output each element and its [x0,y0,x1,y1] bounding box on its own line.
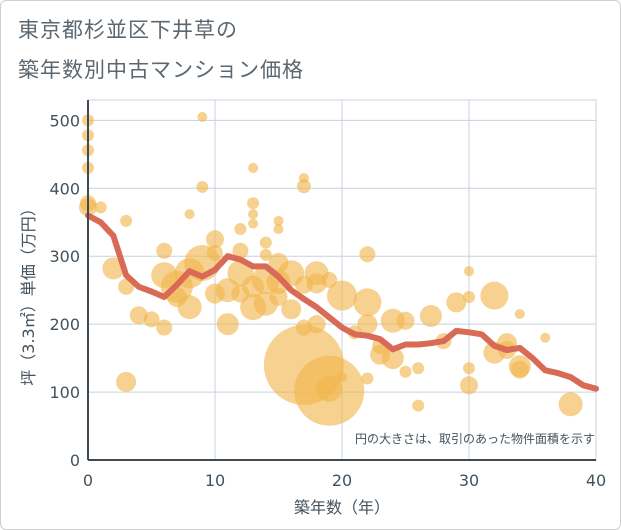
bubble-point [102,257,125,280]
size-annotation: 円の大きさは、取引のあった物件面積を示す [355,431,595,446]
y-tick-label: 100 [49,383,80,402]
y-axis-label: 坪（3.3㎡）単価（万円） [19,200,38,385]
x-tick-label: 0 [83,471,93,490]
bubble-point [206,230,224,249]
bubble-point [129,306,148,325]
bubble-point [357,314,378,335]
bubble-point [510,360,529,379]
bubble-point [94,201,107,214]
bubble-point [143,311,160,328]
bubble-point [248,162,259,173]
bubble-point [359,246,376,263]
bubble-point [460,376,478,395]
bubble-point [337,372,347,383]
bubble-point [259,236,272,249]
bubble-point [353,288,382,317]
bubble-point [196,180,209,193]
x-tick-label: 20 [332,471,352,490]
bubble-point [327,280,357,311]
bubble-point [419,305,442,327]
gridlines [87,99,597,461]
bubble-point [399,365,412,378]
bubble-point [207,244,223,261]
y-tick-label: 200 [49,315,80,334]
chart-title-line-1: 東京都杉並区下井草の [18,18,238,42]
bubble-point [259,248,272,261]
y-tick-label: 300 [49,247,80,266]
bubble-point [396,311,415,330]
bubble-point [480,281,509,310]
x-tick-label: 40 [586,471,606,490]
bubble-point [216,313,239,336]
bubble-layer [79,111,583,426]
bubble-point [184,209,195,220]
bubble-point [307,315,326,334]
bubble-point [446,292,467,313]
bubble-point [412,362,425,375]
bubble-point [412,399,425,412]
bubble-point [177,295,202,320]
bubble-point [273,215,284,226]
bubble-point [156,242,173,259]
bubble-point [247,197,260,210]
x-axis-label: 築年数（年） [294,498,390,517]
bubble-point [381,347,404,370]
bubble-point [234,223,247,236]
bubble-point [540,332,551,343]
bubble-point [273,224,284,235]
bubble-point [294,355,365,426]
bubble-point [248,209,259,220]
bubble-point [232,242,249,259]
bubble-point [514,308,525,319]
bubble-point [361,372,374,385]
bubble-point [116,371,137,392]
bubble-point [463,362,475,375]
y-tick-label: 0 [70,451,80,470]
x-tick-label: 10 [205,471,225,490]
y-tick-label: 400 [49,179,80,198]
bubble-point [463,290,475,303]
bubble-point [558,392,583,417]
bubble-point [281,299,302,320]
axes: 0 100 200 300 400 500 0 10 20 30 40 [49,100,606,490]
bubble-point [248,218,259,229]
bubble-point [464,266,474,277]
bubble-point [197,111,208,122]
trend-line [85,212,599,392]
bubble-point [296,179,311,194]
x-tick-label: 30 [459,471,479,490]
y-tick-label: 500 [49,111,80,130]
chart-title-line-2: 築年数別中古マンション価格 [18,58,304,82]
bubble-point [120,214,133,227]
bubble-point [156,319,173,336]
bubble-point [269,287,288,306]
